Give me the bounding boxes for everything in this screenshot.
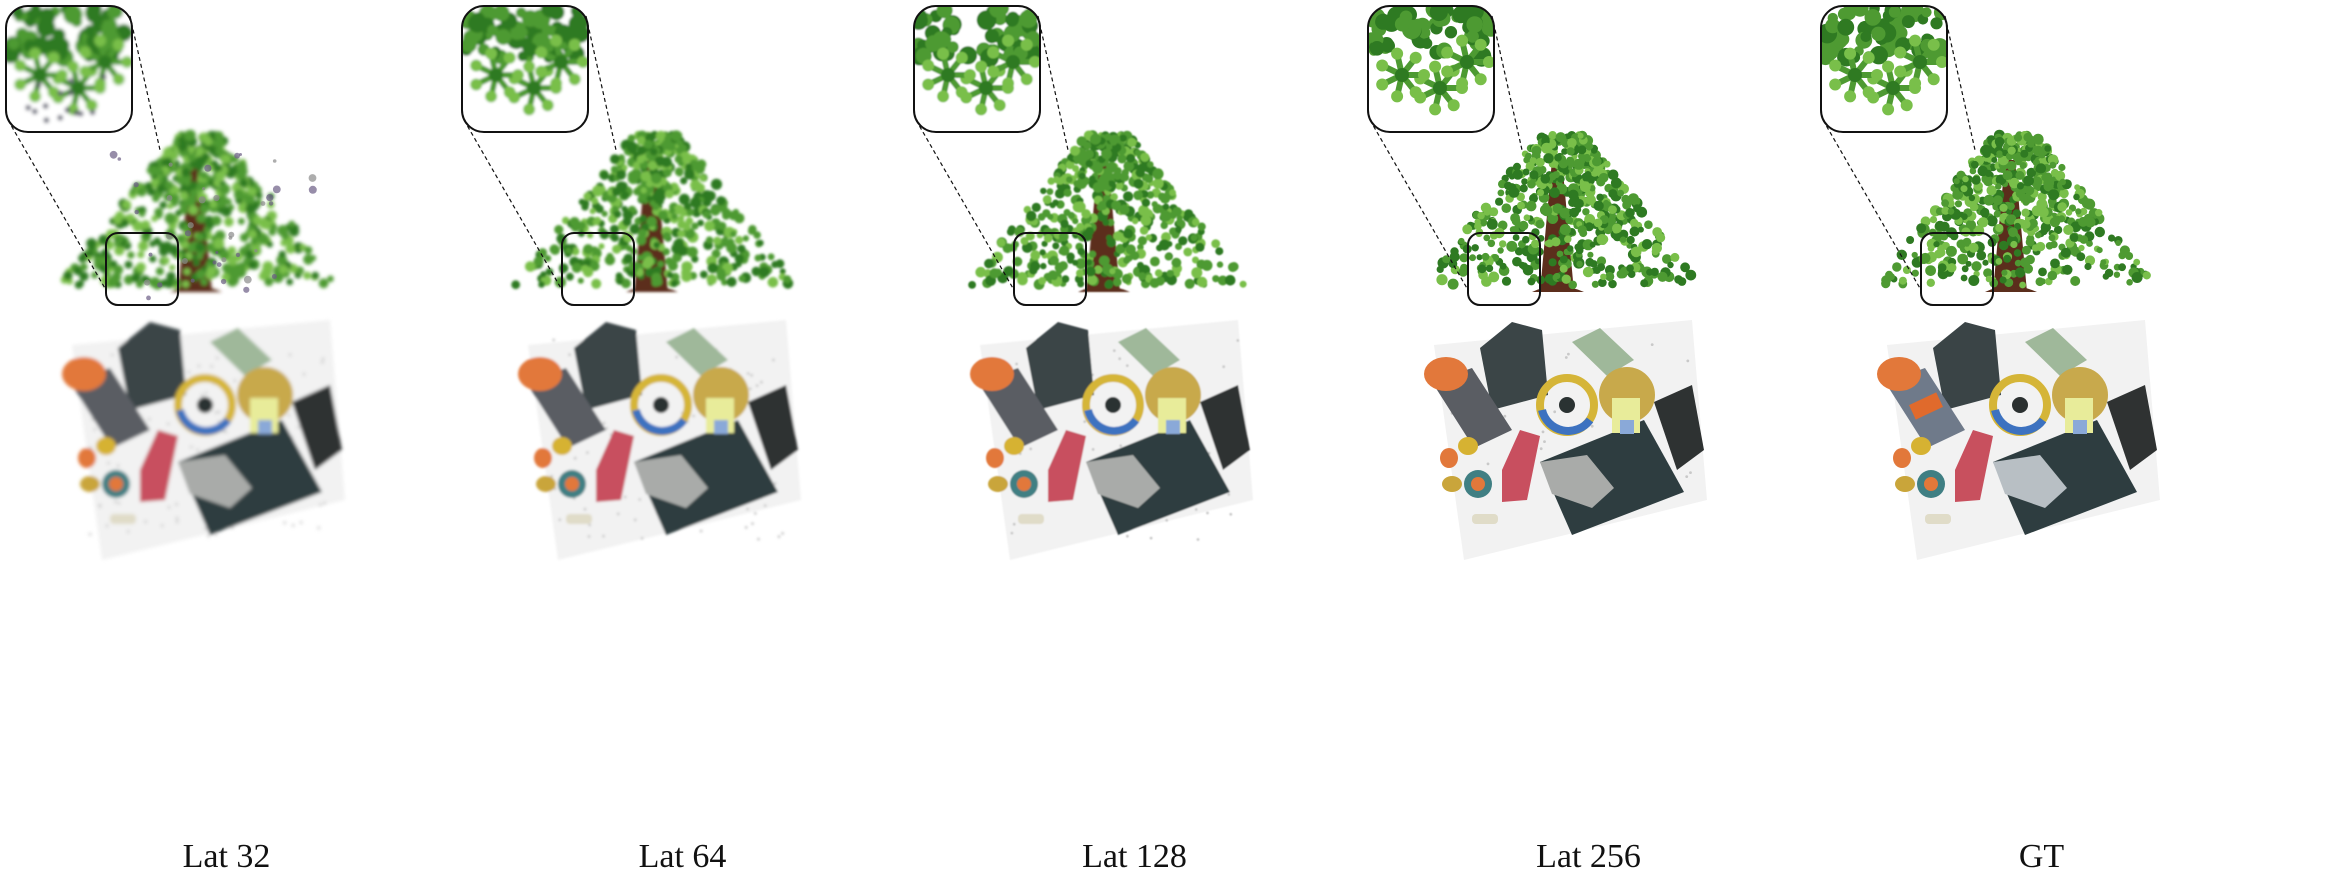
panel-artwork (1820, 5, 2160, 560)
tree-render (511, 130, 794, 292)
connector-line (463, 119, 563, 291)
objects-scene-render (1424, 320, 1707, 560)
objects-scene-render (518, 320, 801, 560)
zoom-selection-box (1467, 232, 1541, 306)
panel-lat-32: Lat 32 (0, 0, 453, 885)
panel-lat-256: Lat 256 (1362, 0, 1815, 885)
tree-render (60, 129, 334, 292)
panel-caption: Lat 32 (182, 838, 271, 875)
objects-scene-render (970, 320, 1253, 560)
zoom-inset (1820, 5, 1948, 133)
zoom-selection-box (1013, 232, 1087, 306)
zoom-inset (5, 5, 133, 133)
panel-artwork (913, 5, 1253, 560)
connector-line (1037, 15, 1069, 151)
panel-gt: GT (1815, 0, 2268, 885)
tree-render (1881, 129, 2151, 292)
panel-lat-128: Lat 128 (908, 0, 1361, 885)
connector-line (1491, 15, 1523, 151)
objects-scene-render (1877, 320, 2160, 560)
connector-line (585, 15, 617, 151)
panel-caption: Lat 256 (1536, 838, 1641, 875)
connector-line (1369, 119, 1469, 291)
connector-line (7, 119, 107, 291)
tree-render (968, 130, 1247, 292)
connector-line (915, 119, 1015, 291)
connector-line (129, 15, 161, 151)
panel-lat-64: Lat 64 (456, 0, 909, 885)
panel-caption: Lat 64 (638, 838, 727, 875)
zoom-inset (461, 5, 589, 133)
zoom-selection-box (1920, 232, 1994, 306)
tree-render (1436, 130, 1697, 292)
panel-artwork (5, 5, 345, 560)
panel-artwork (461, 5, 801, 560)
panel-artwork (1367, 5, 1707, 560)
objects-scene-render (62, 320, 345, 560)
panel-caption: GT (2018, 838, 2065, 875)
zoom-selection-box (561, 232, 635, 306)
panel-caption: Lat 128 (1082, 838, 1187, 875)
zoom-inset (1367, 5, 1495, 133)
zoom-selection-box (105, 232, 179, 306)
zoom-inset (913, 5, 1041, 133)
connector-line (1822, 119, 1922, 291)
connector-line (1944, 15, 1976, 151)
